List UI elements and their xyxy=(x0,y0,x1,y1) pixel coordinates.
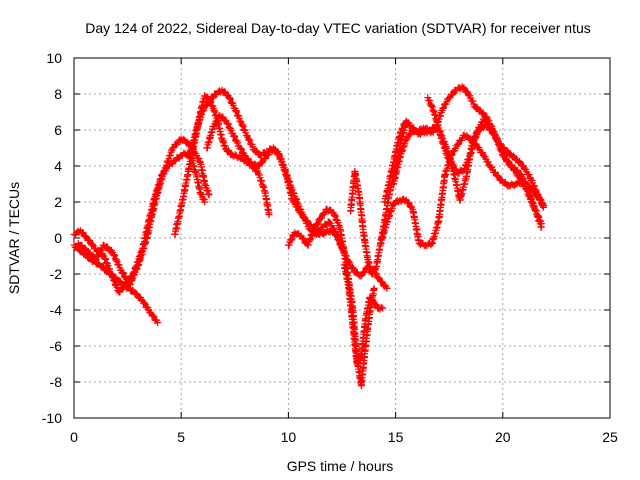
x-tick-label: 25 xyxy=(602,429,618,445)
axis-ticks: 0 5 10 15 20 25 -10 -8 -6 -4 -2 0 2 4 6 8 10 xyxy=(42,50,618,445)
chart-title: Day 124 of 2022, Sidereal Day-to-day VTE… xyxy=(85,20,591,36)
x-tick-label: 0 xyxy=(70,429,78,445)
y-tick-label: 4 xyxy=(54,158,62,174)
y-tick-label: -4 xyxy=(50,302,63,318)
y-tick-label: 0 xyxy=(54,230,62,246)
series-marker-trail xyxy=(76,135,212,288)
series-track-13 xyxy=(424,94,548,211)
y-tick-label: 8 xyxy=(54,86,62,102)
y-tick-label: -2 xyxy=(50,266,63,282)
x-tick-label: 15 xyxy=(388,429,404,445)
data-marks xyxy=(70,83,548,390)
x-tick-label: 5 xyxy=(177,429,185,445)
y-tick-label: -8 xyxy=(50,374,63,390)
x-axis-label: GPS time / hours xyxy=(287,458,394,474)
series-track-8 xyxy=(340,261,387,368)
series-marker-trail xyxy=(424,96,547,209)
y-tick-label: -6 xyxy=(50,338,63,354)
series-marker-trail xyxy=(341,264,385,368)
y-tick-label: 2 xyxy=(54,194,62,210)
y-tick-label: -10 xyxy=(42,410,62,426)
y-tick-label: 6 xyxy=(54,122,62,138)
y-axis-label: SDTVAR / TECUs xyxy=(6,182,22,294)
x-tick-label: 10 xyxy=(281,429,297,445)
y-tick-label: 10 xyxy=(46,50,62,66)
x-tick-label: 20 xyxy=(495,429,511,445)
